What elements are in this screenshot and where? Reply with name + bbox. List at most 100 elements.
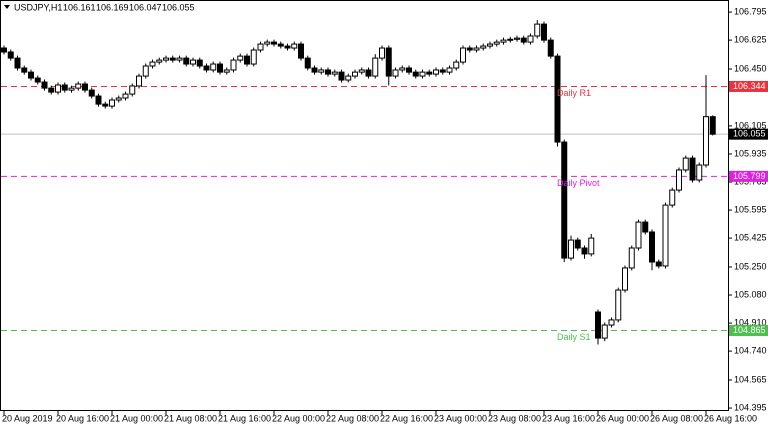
x-tick-label: 22 Aug 08:00 <box>326 413 379 423</box>
candle-body <box>277 43 284 47</box>
x-tick-label: 21 Aug 00:00 <box>110 413 163 423</box>
candle-body <box>473 47 480 51</box>
candle-body <box>379 47 385 59</box>
candle-body <box>595 311 601 339</box>
chart-title: USDJPY,H1 <box>14 2 62 12</box>
candle-body <box>520 37 527 43</box>
x-tick-label: 26 Aug 16:00 <box>704 413 757 423</box>
candle-body <box>655 261 662 267</box>
candle-body <box>547 39 554 57</box>
candle-body <box>419 71 426 77</box>
level-price: 106.344 <box>733 81 766 91</box>
level-name: Daily Pivot <box>557 178 600 188</box>
candle-body <box>622 267 628 291</box>
candle-body <box>7 51 14 59</box>
candle-body <box>142 65 149 77</box>
candle-body <box>223 69 230 73</box>
candle-body <box>95 95 102 105</box>
candle-body <box>385 47 392 77</box>
candle-body <box>68 87 75 91</box>
candle-body <box>412 71 419 77</box>
candle-body <box>48 87 55 93</box>
x-tick-label: 23 Aug 16:00 <box>542 413 595 423</box>
level-price: 105.799 <box>733 171 766 181</box>
candle-body <box>466 47 473 51</box>
candle-body <box>291 43 298 49</box>
candle-body <box>75 83 82 89</box>
level-name: Daily R1 <box>557 88 591 98</box>
candle-body <box>493 41 500 45</box>
y-tick-label: 105.425 <box>734 232 767 242</box>
candle-body <box>176 57 183 61</box>
candle-body <box>446 67 453 73</box>
x-tick-label: 22 Aug 16:00 <box>380 413 433 423</box>
candle-body <box>554 55 561 143</box>
candle-body <box>399 67 406 71</box>
candle-body <box>244 55 250 65</box>
candle-body <box>61 84 68 91</box>
x-tick-label: 23 Aug 08:00 <box>488 413 541 423</box>
candle-body <box>163 57 169 61</box>
candle-body <box>122 93 129 99</box>
y-tick-label: 105.250 <box>734 261 767 271</box>
y-tick-label: 105.080 <box>734 289 767 299</box>
candle-body <box>709 116 716 135</box>
candle-body <box>628 247 635 269</box>
candle-body <box>82 83 88 91</box>
x-tick-label: 21 Aug 16:00 <box>218 413 271 423</box>
candle-body <box>203 65 210 71</box>
level-name: Daily S1 <box>557 332 591 342</box>
y-tick-label: 106.450 <box>734 63 767 73</box>
candle-body <box>460 47 466 63</box>
candle-body <box>156 59 163 63</box>
y-tick-label: 106.795 <box>734 6 767 16</box>
x-tick-label: 20 Aug 2019 <box>2 413 53 423</box>
candle-body <box>34 77 41 83</box>
candle-body <box>588 237 595 255</box>
y-tick-label: 104.910 <box>734 317 767 327</box>
candle-body <box>406 67 412 73</box>
candle-body <box>1 47 7 53</box>
candle-body <box>196 59 203 67</box>
candle-body <box>514 37 520 40</box>
candle-body <box>372 57 379 77</box>
candle-body <box>574 239 581 249</box>
y-tick-label: 104.395 <box>734 402 767 412</box>
price-label: 106.055 <box>733 129 766 139</box>
candle-body <box>304 57 311 69</box>
price-box <box>729 128 768 140</box>
candle-body <box>682 157 689 171</box>
candle-body <box>453 61 460 69</box>
candle-body <box>169 57 176 61</box>
candle-body <box>109 99 115 107</box>
candle-body <box>507 38 514 41</box>
level-price: 104.865 <box>733 325 766 335</box>
candle-body <box>392 69 399 77</box>
candle-body <box>331 71 338 75</box>
y-tick-label: 104.565 <box>734 374 767 384</box>
candle-body <box>21 67 28 73</box>
candle-body <box>55 84 61 93</box>
candle-body <box>129 85 136 95</box>
candle-body <box>338 71 345 81</box>
y-tick-label: 106.105 <box>734 120 767 130</box>
candle-body <box>230 59 237 71</box>
candle-body <box>210 63 217 71</box>
candle-body <box>318 69 325 73</box>
candle-body <box>102 103 109 107</box>
candle-body <box>41 81 48 89</box>
candle-body <box>284 45 291 49</box>
x-tick-label: 26 Aug 00:00 <box>596 413 649 423</box>
candle-body <box>561 141 568 259</box>
candle-body <box>14 57 21 69</box>
x-tick-label: 20 Aug 16:00 <box>56 413 109 423</box>
candle-body <box>703 116 709 166</box>
candle-body <box>480 45 487 49</box>
candle-body <box>487 43 493 47</box>
candle-body <box>541 23 547 41</box>
candle-body <box>345 75 352 81</box>
header-low: 106.047 <box>129 2 162 12</box>
candle-body <box>190 59 196 65</box>
candle-body <box>358 69 365 73</box>
